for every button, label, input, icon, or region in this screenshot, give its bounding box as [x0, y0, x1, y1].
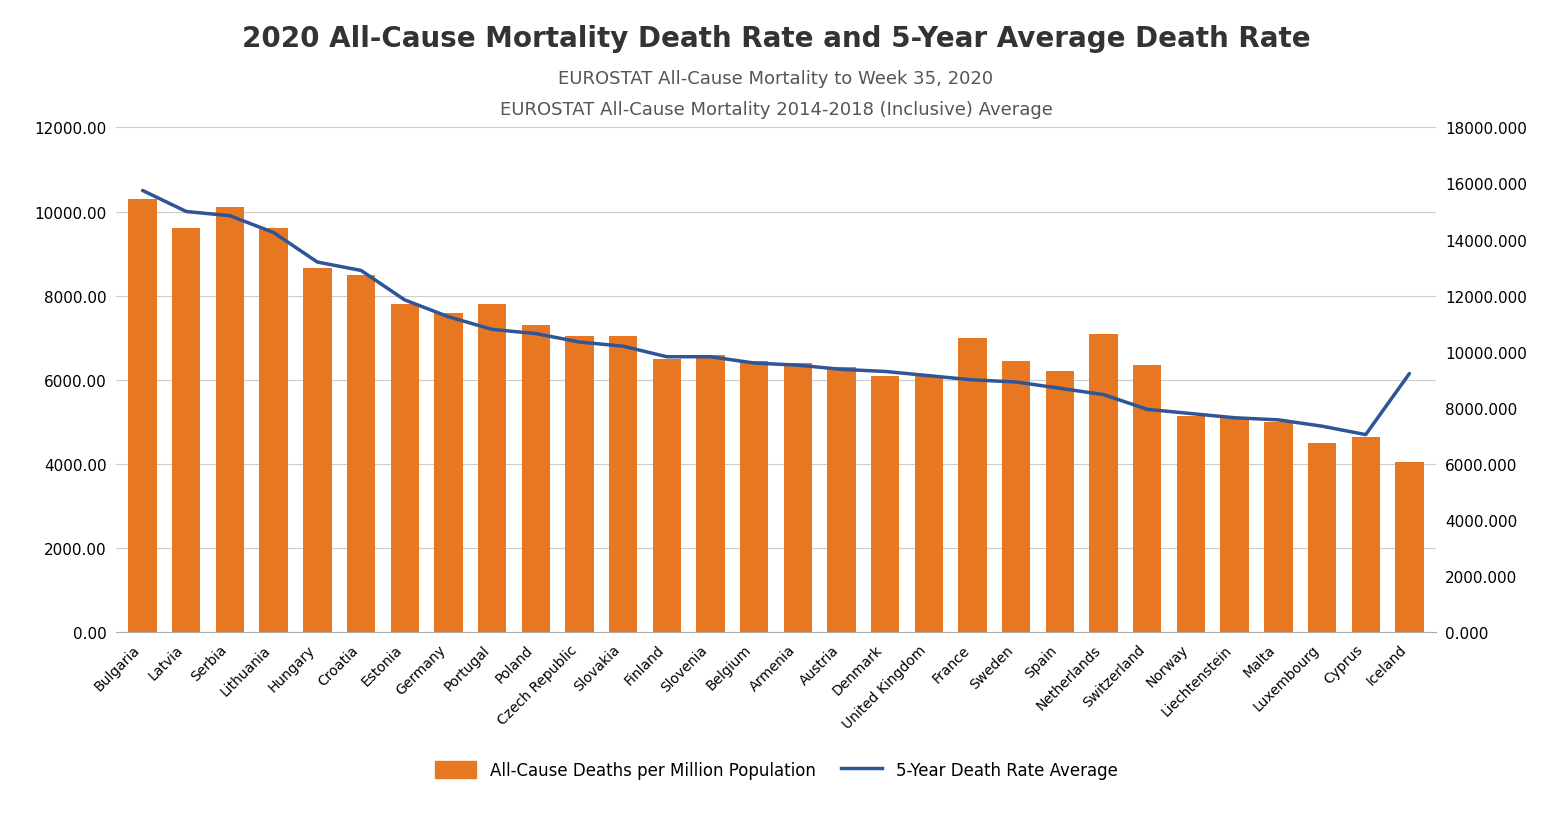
Bar [914, 376, 944, 633]
Bar [565, 337, 593, 633]
Bar [827, 368, 855, 633]
Bar [697, 356, 725, 633]
Bar [608, 337, 638, 633]
Bar [478, 304, 506, 633]
Bar [1220, 418, 1249, 633]
Bar [1176, 416, 1206, 633]
Bar [871, 376, 900, 633]
Bar [1308, 443, 1336, 633]
Bar [129, 199, 157, 633]
Bar [391, 304, 419, 633]
Bar [435, 313, 462, 633]
Bar [259, 229, 287, 633]
Bar [740, 361, 768, 633]
Bar [172, 229, 200, 633]
Bar [521, 326, 549, 633]
Bar [1265, 423, 1293, 633]
Text: 2020 All-Cause Mortality Death Rate and 5-Year Average Death Rate: 2020 All-Cause Mortality Death Rate and … [242, 25, 1310, 53]
Bar [1090, 334, 1117, 633]
Text: EUROSTAT All-Cause Mortality to Week 35, 2020: EUROSTAT All-Cause Mortality to Week 35,… [559, 70, 993, 88]
Bar [346, 275, 376, 633]
Bar [1046, 372, 1074, 633]
Bar [784, 364, 812, 633]
Bar [216, 208, 244, 633]
Bar [652, 360, 681, 633]
Bar [303, 269, 332, 633]
Legend: All-Cause Deaths per Million Population, 5-Year Death Rate Average: All-Cause Deaths per Million Population,… [428, 754, 1124, 786]
Bar [1133, 366, 1161, 633]
Text: EUROSTAT All-Cause Mortality 2014-2018 (Inclusive) Average: EUROSTAT All-Cause Mortality 2014-2018 (… [500, 101, 1052, 119]
Bar [1395, 462, 1423, 633]
Bar [1003, 361, 1031, 633]
Bar [959, 338, 987, 633]
Bar [1352, 437, 1380, 633]
